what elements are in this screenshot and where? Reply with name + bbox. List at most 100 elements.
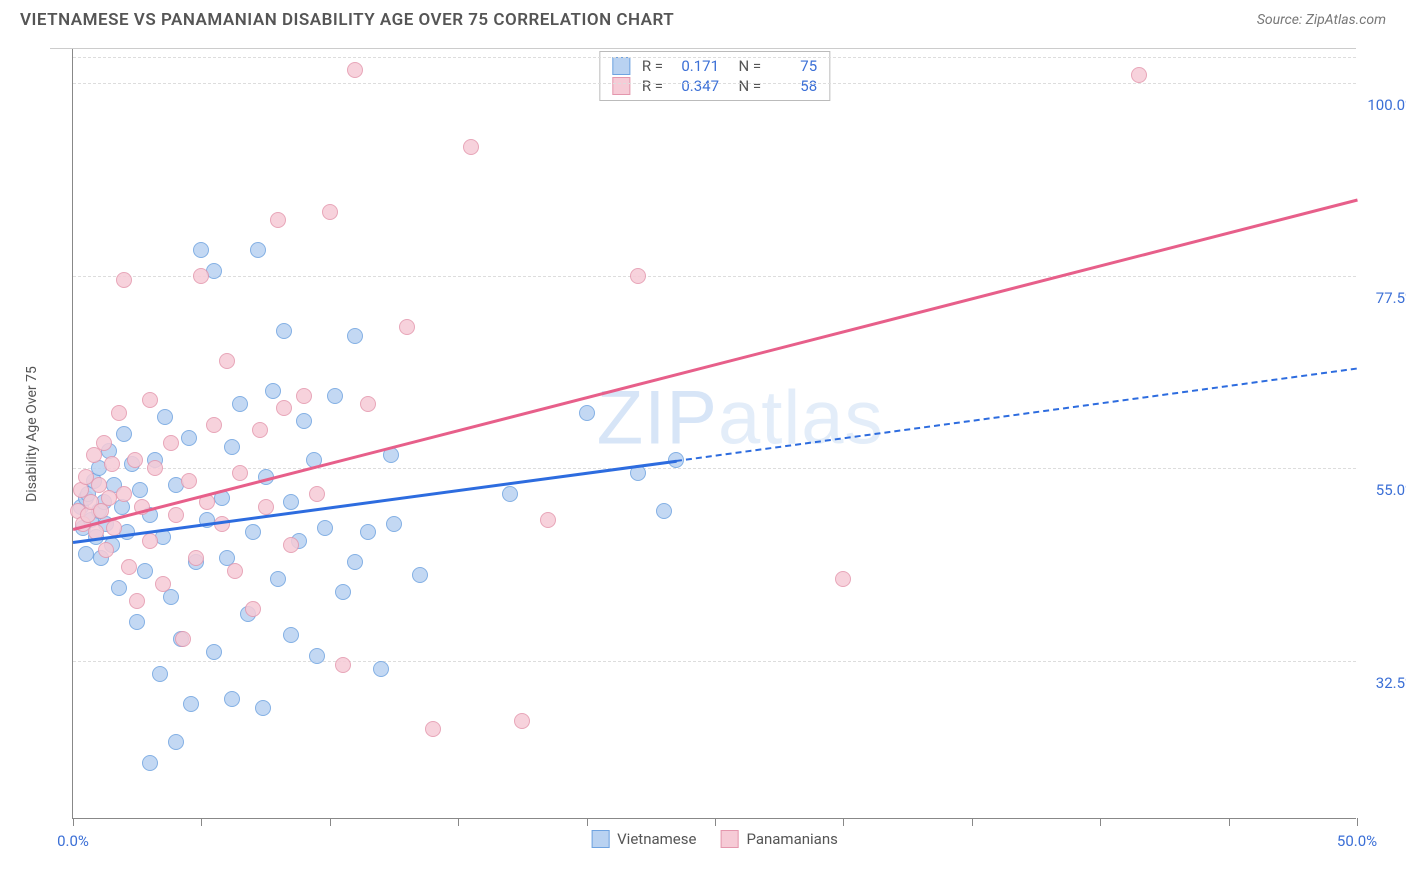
data-point (175, 631, 191, 647)
data-point (188, 550, 204, 566)
data-point (163, 435, 179, 451)
data-point (78, 546, 94, 562)
data-point (142, 533, 158, 549)
data-point (252, 422, 268, 438)
data-point (656, 503, 672, 519)
data-point (250, 242, 266, 258)
data-point (360, 396, 376, 412)
data-point (147, 460, 163, 476)
data-point (111, 580, 127, 596)
bottom-legend: Vietnamese Panamanians (591, 830, 838, 848)
data-point (183, 696, 199, 712)
data-point (283, 627, 299, 643)
data-point (181, 430, 197, 446)
data-point (514, 713, 530, 729)
gridline (73, 661, 1356, 662)
data-point (276, 400, 292, 416)
data-point (227, 563, 243, 579)
y-tick-label: 100.0% (1361, 96, 1406, 114)
x-tick (330, 818, 331, 826)
data-point (347, 328, 363, 344)
data-point (121, 559, 137, 575)
data-point (386, 516, 402, 532)
data-point (86, 447, 102, 463)
chart-title: VIETNAMESE VS PANAMANIAN DISABILITY AGE … (20, 10, 674, 30)
data-point (283, 537, 299, 553)
data-point (129, 614, 145, 630)
data-point (157, 409, 173, 425)
data-point (1131, 67, 1147, 83)
data-point (96, 435, 112, 451)
x-tick (715, 818, 716, 826)
data-point (137, 563, 153, 579)
chart-area: Disability Age Over 75 ZIPatlas R =0.171… (50, 48, 1356, 818)
legend-label: Panamanians (746, 830, 837, 848)
x-tick (587, 818, 588, 826)
data-point (335, 657, 351, 673)
data-point (322, 204, 338, 220)
stat-n-label: N = (731, 77, 761, 95)
data-point (630, 268, 646, 284)
x-tick (201, 818, 202, 826)
data-point (142, 392, 158, 408)
data-point (219, 353, 235, 369)
y-axis-title: Disability Age Over 75 (24, 366, 40, 502)
source-label: Source: ZipAtlas.com (1257, 12, 1386, 28)
data-point (579, 405, 595, 421)
data-point (116, 272, 132, 288)
data-point (193, 268, 209, 284)
data-point (425, 721, 441, 737)
stat-n-label: N = (731, 57, 761, 75)
x-tick (972, 818, 973, 826)
data-point (309, 486, 325, 502)
trend-line (676, 367, 1357, 461)
stat-r-value: 0.347 (671, 77, 719, 95)
data-point (224, 439, 240, 455)
data-point (540, 512, 556, 528)
stat-n-value: 75 (769, 57, 817, 75)
x-tick (843, 818, 844, 826)
data-point (347, 554, 363, 570)
legend-swatch (612, 57, 630, 75)
x-tick (1229, 818, 1230, 826)
data-point (168, 734, 184, 750)
gridline (73, 57, 1356, 58)
data-point (232, 465, 248, 481)
legend-swatch (612, 77, 630, 95)
data-point (835, 571, 851, 587)
data-point (255, 700, 271, 716)
y-tick-label: 77.5% (1361, 289, 1406, 307)
data-point (327, 388, 343, 404)
plot-region: ZIPatlas R =0.171 N =75R =0.347 N =58 Vi… (72, 49, 1356, 819)
data-point (168, 507, 184, 523)
data-point (206, 417, 222, 433)
data-point (317, 520, 333, 536)
gridline (73, 83, 1356, 84)
x-tick (458, 818, 459, 826)
stat-r-value: 0.171 (671, 57, 719, 75)
data-point (232, 396, 248, 412)
x-tick-label: 0.0% (57, 832, 89, 850)
legend-label: Vietnamese (617, 830, 696, 848)
stats-legend: R = 0.171 N = 75R =0.347 N =58 (599, 51, 830, 101)
data-point (283, 494, 299, 510)
data-point (206, 644, 222, 660)
data-point (116, 426, 132, 442)
y-tick-label: 32.5% (1361, 674, 1406, 692)
stats-row: R =0.347 N =58 (612, 76, 817, 96)
y-tick-label: 55.0% (1361, 481, 1406, 499)
data-point (193, 242, 209, 258)
data-point (309, 648, 325, 664)
x-tick-label: 50.0% (1337, 832, 1377, 850)
data-point (116, 486, 132, 502)
data-point (502, 486, 518, 502)
data-point (127, 452, 143, 468)
data-point (129, 593, 145, 609)
data-point (335, 584, 351, 600)
data-point (399, 319, 415, 335)
legend-item: Panamanians (720, 830, 837, 848)
data-point (155, 576, 171, 592)
data-point (258, 499, 274, 515)
legend-swatch (720, 830, 738, 848)
stat-r-label: R = (642, 57, 663, 75)
